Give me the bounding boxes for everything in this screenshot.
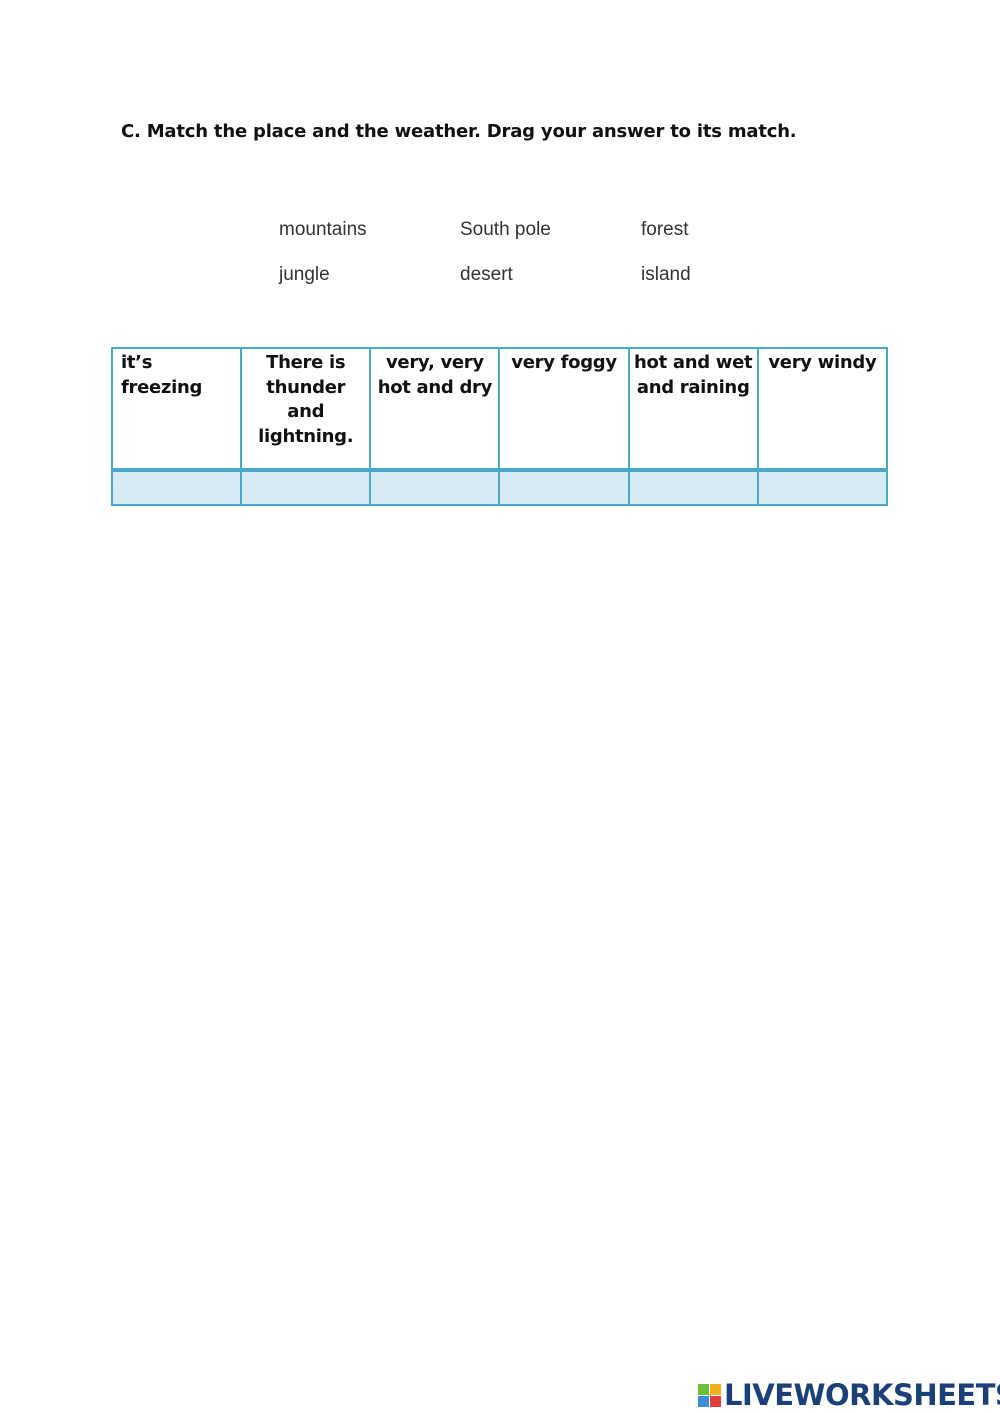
logo-block	[698, 1395, 709, 1407]
weather-cell: very windy	[756, 347, 889, 471]
logo-block	[710, 1383, 721, 1395]
logo-blocks-icon	[698, 1383, 721, 1407]
logo-block	[698, 1383, 709, 1395]
answer-drop-zone[interactable]	[240, 468, 372, 506]
answer-drop-zone[interactable]	[627, 468, 759, 506]
drag-word-island[interactable]: island	[641, 264, 691, 285]
weather-cell: very foggy	[498, 347, 630, 471]
weather-cell: very, very hot and dry	[369, 347, 501, 471]
weather-cell: hot and wet and raining	[627, 347, 759, 471]
answer-drop-zone[interactable]	[498, 468, 630, 506]
weather-cell: it’s freezing	[110, 347, 243, 471]
logo-block	[710, 1395, 721, 1407]
logo-text: LIVEWORKSHEETS	[724, 1378, 1000, 1412]
liveworksheets-logo: LIVEWORKSHEETS	[698, 1378, 1000, 1412]
drag-word-mountains[interactable]: mountains	[279, 219, 367, 240]
drag-word-south-pole[interactable]: South pole	[460, 219, 551, 240]
matching-table: it’s freezing There is thunder and light…	[110, 347, 889, 506]
answer-drop-zone[interactable]	[110, 468, 243, 506]
answer-drop-zone[interactable]	[369, 468, 501, 506]
instruction-heading: C. Match the place and the weather. Drag…	[121, 121, 797, 142]
answer-row	[110, 468, 889, 506]
drag-word-desert[interactable]: desert	[460, 264, 513, 285]
weather-row: it’s freezing There is thunder and light…	[110, 347, 889, 471]
drag-word-forest[interactable]: forest	[641, 219, 689, 240]
answer-drop-zone[interactable]	[756, 468, 889, 506]
drag-word-jungle[interactable]: jungle	[279, 264, 330, 285]
weather-cell: There is thunder and lightning.	[240, 347, 372, 471]
